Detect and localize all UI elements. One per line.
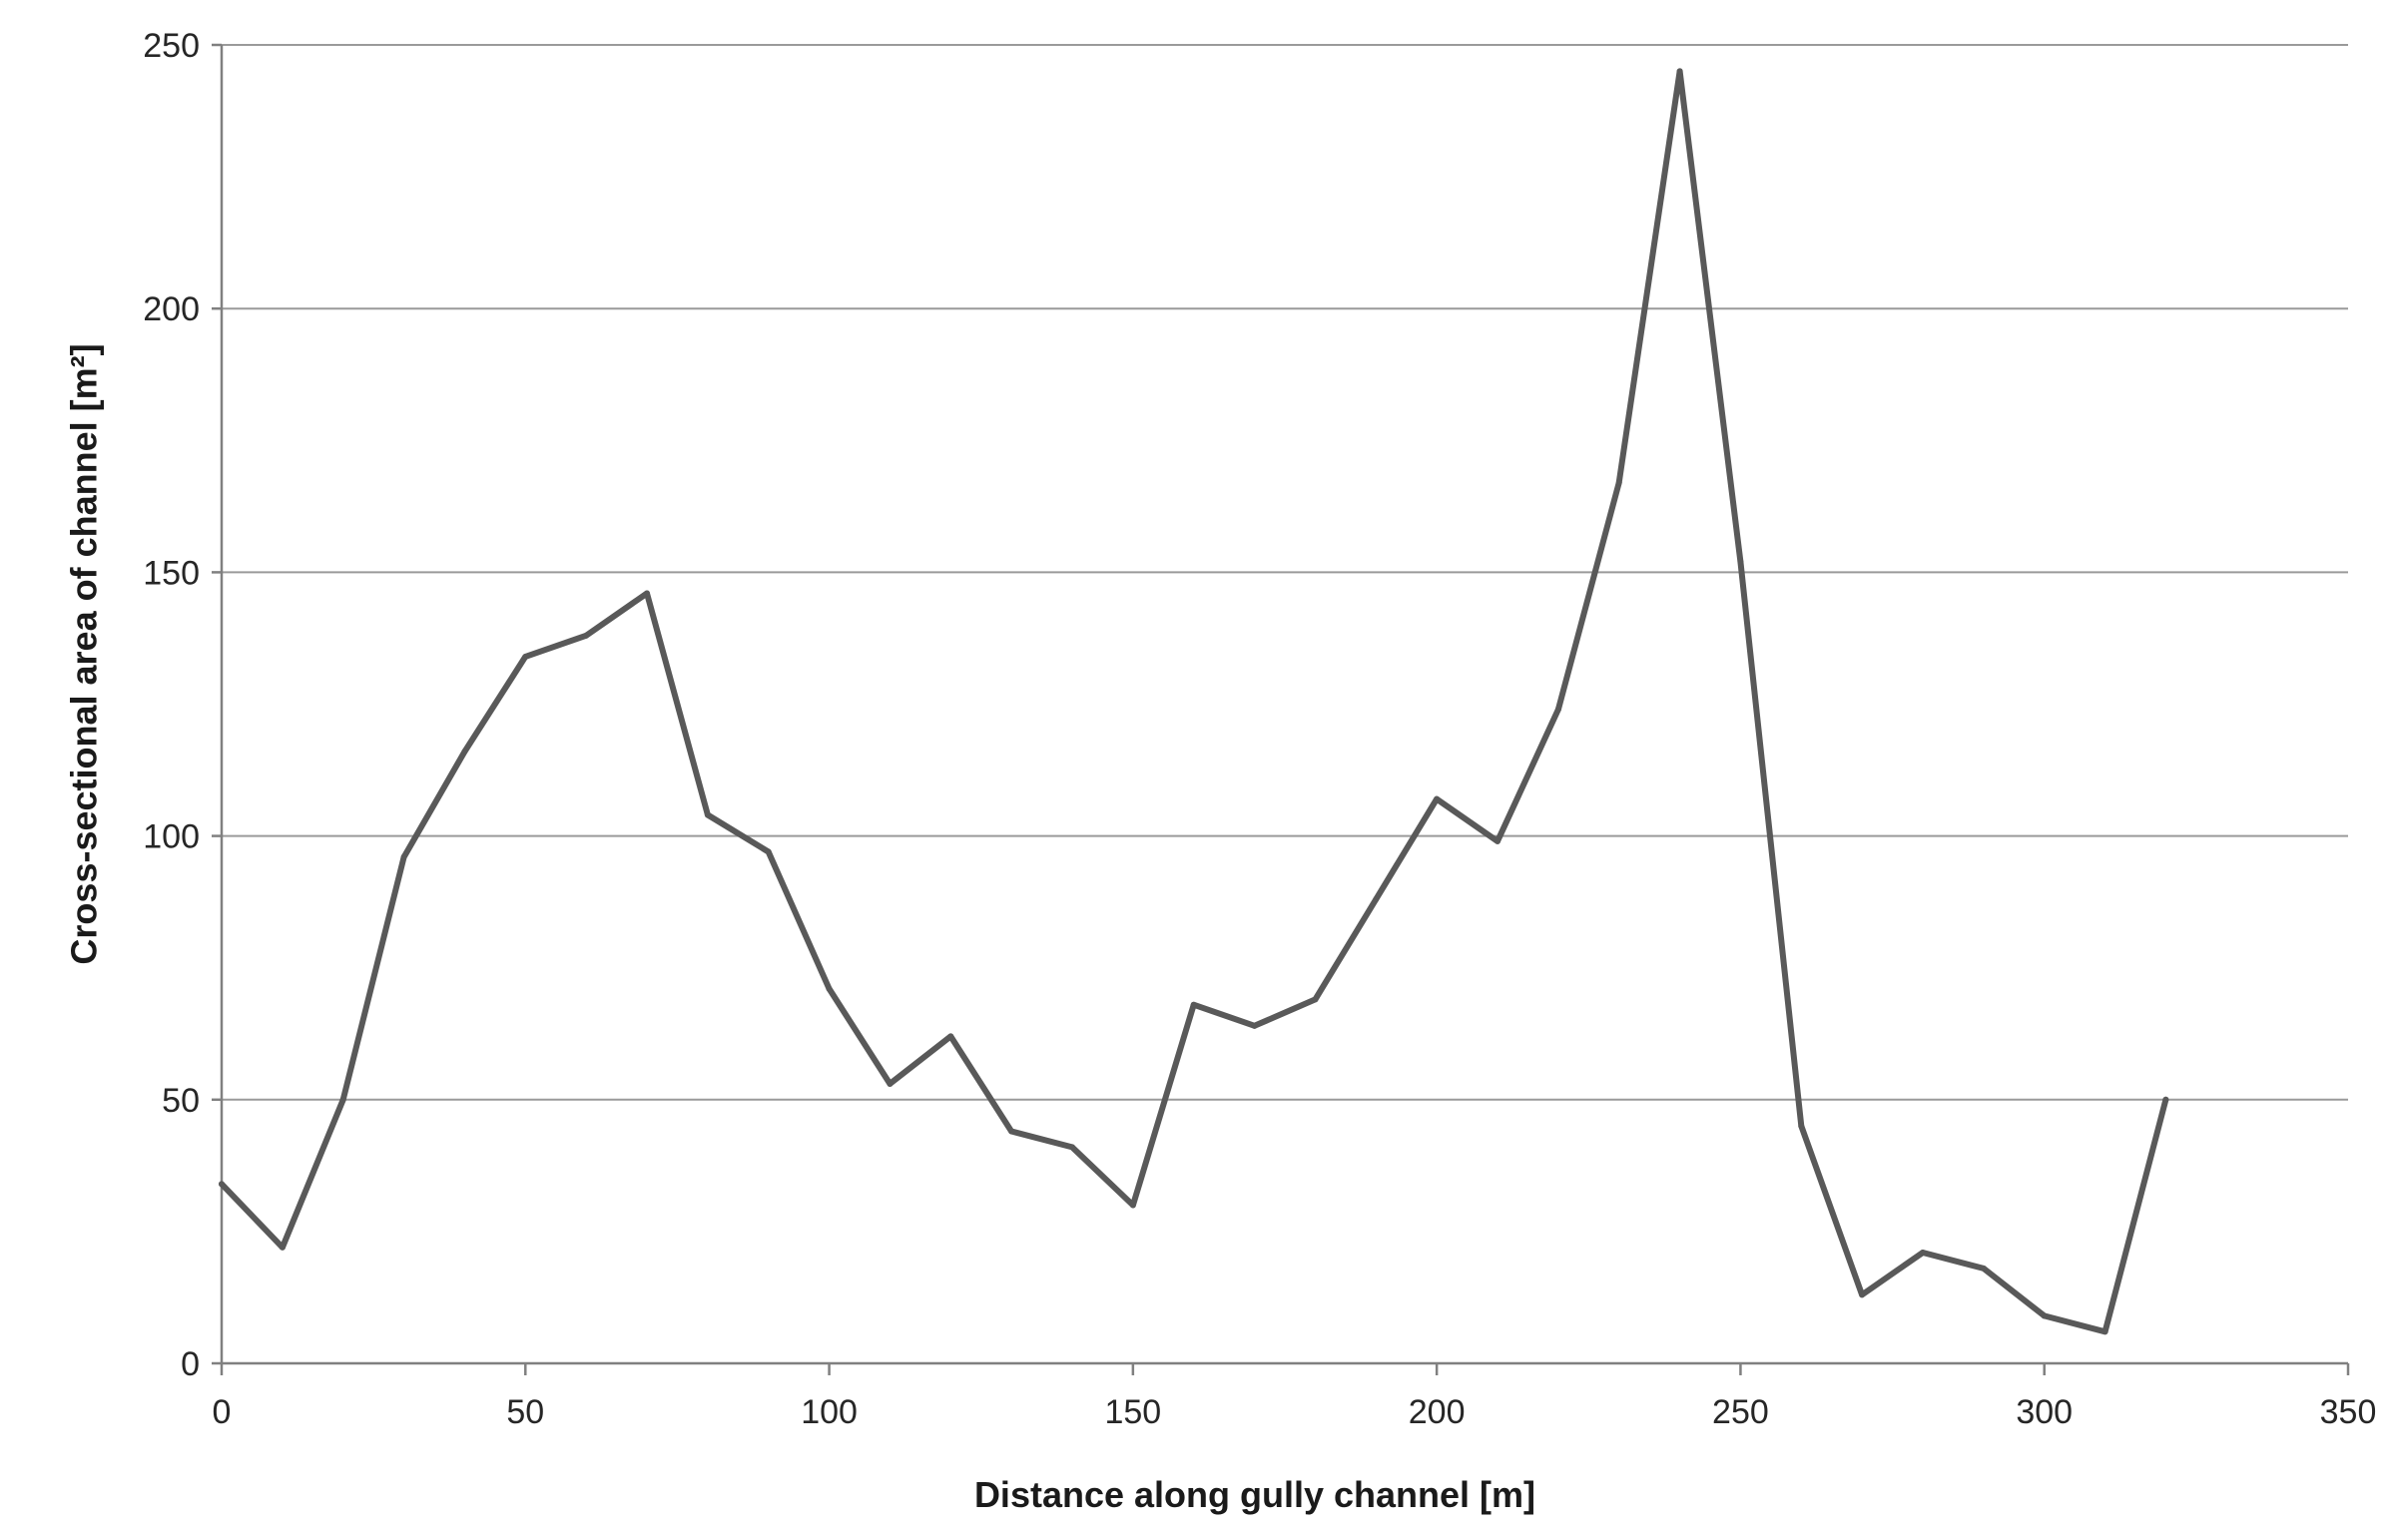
data-point (826, 985, 833, 992)
x-tick-label: 350 (2320, 1393, 2377, 1431)
x-tick-label: 0 (213, 1393, 232, 1431)
tick-labels: 0 50 100 150 200 250 0 50 100 150 200 250 300 350 (143, 27, 2376, 1431)
data-point (2101, 1328, 2108, 1335)
y-tick-label: 0 (181, 1345, 200, 1383)
data-point (1980, 1265, 1987, 1272)
data-point (1312, 996, 1319, 1003)
data-point (1920, 1250, 1926, 1257)
y-tick-label: 50 (162, 1082, 200, 1120)
x-axis-title: Distance along gully channel [m] (974, 1474, 1535, 1515)
x-tick-label: 250 (1712, 1393, 1769, 1431)
data-point (2041, 1312, 2048, 1319)
data-point (1495, 837, 1500, 844)
y-axis-title: Cross-sectional area of channel [m²] (64, 343, 105, 964)
data-point (1069, 1144, 1075, 1151)
data-point (1190, 1001, 1197, 1008)
data-point (2162, 1096, 2169, 1103)
axes (212, 43, 2350, 1375)
data-point (400, 853, 407, 860)
data-point (1676, 68, 1683, 75)
series-layer (219, 68, 2169, 1335)
data-point (704, 811, 711, 818)
x-tick-label: 300 (2016, 1393, 2073, 1431)
gridlines (222, 44, 2348, 1101)
data-point (1554, 706, 1561, 713)
data-point (583, 632, 590, 639)
data-point (461, 749, 468, 756)
x-tick-label: 200 (1409, 1393, 1466, 1431)
data-point (887, 1080, 894, 1087)
y-tick-label: 250 (143, 27, 200, 65)
data-point (1615, 479, 1622, 486)
data-point (339, 1096, 346, 1103)
data-point (1859, 1291, 1866, 1298)
y-tick-label: 150 (143, 554, 200, 592)
x-tick-label: 150 (1104, 1393, 1161, 1431)
data-point (1737, 558, 1744, 565)
y-tick-label: 200 (143, 290, 200, 328)
data-point (765, 848, 772, 855)
data-point (279, 1244, 286, 1251)
series-line (219, 68, 2169, 1335)
data-point (1434, 795, 1441, 802)
data-point (522, 653, 529, 660)
data-point (1798, 1123, 1805, 1130)
x-tick-label: 50 (506, 1393, 544, 1431)
data-point (644, 590, 650, 597)
data-point (1251, 1022, 1258, 1029)
data-point (219, 1181, 225, 1188)
data-point (1129, 1202, 1136, 1209)
data-point (1008, 1128, 1015, 1135)
data-point (947, 1033, 954, 1040)
x-tick-label: 100 (801, 1393, 858, 1431)
y-tick-label: 100 (143, 818, 200, 856)
data-point (1373, 896, 1380, 903)
